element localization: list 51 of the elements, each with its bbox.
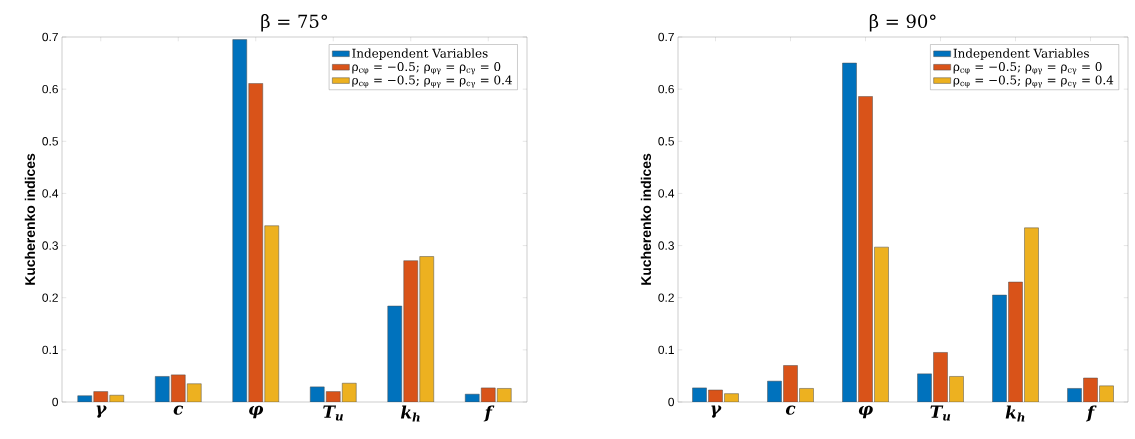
bar bbox=[419, 256, 434, 402]
x-tick-label: c bbox=[173, 405, 184, 415]
x-tick-label: T$_{u}$ bbox=[930, 405, 951, 421]
y-tick-label: 0.1 bbox=[42, 345, 58, 355]
bar bbox=[842, 62, 857, 402]
legend-label: ρ$_{cφ}$ = −0.5; ρ$_{φγ}$ = ρ$_{cγ}$ = 0.4 bbox=[953, 75, 1114, 88]
bar bbox=[874, 246, 889, 402]
y-tick-label: 0.4 bbox=[658, 189, 675, 198]
chart-title: β = 75° bbox=[261, 14, 328, 32]
y-tick-label: 0.3 bbox=[42, 241, 58, 250]
legend-label: ρ$_{cφ}$ = −0.5; ρ$_{φγ}$ = ρ$_{cγ}$ = 0 bbox=[953, 62, 1102, 75]
bar bbox=[858, 96, 873, 402]
x-tick-label: φ bbox=[858, 405, 873, 419]
y-axis-title: Kucherenko indices bbox=[24, 153, 36, 285]
y-tick-label: 0.2 bbox=[658, 293, 674, 302]
bar bbox=[992, 294, 1007, 402]
y-tick-label: 0.1 bbox=[658, 345, 674, 355]
legend-label: Independent Variables bbox=[953, 48, 1089, 61]
bar bbox=[1024, 227, 1039, 402]
y-tick-label: 0.7 bbox=[42, 32, 58, 42]
chart-title: β = 90° bbox=[869, 14, 936, 32]
legend-label: ρ$_{cφ}$ = −0.5; ρ$_{φγ}$ = ρ$_{cγ}$ = 0.4 bbox=[352, 75, 512, 88]
bar bbox=[264, 225, 279, 402]
x-tick-label: γ bbox=[96, 405, 107, 418]
bar bbox=[933, 352, 948, 402]
x-tick-label: φ bbox=[249, 405, 264, 419]
bar bbox=[232, 39, 247, 402]
bar bbox=[387, 305, 402, 402]
y-tick-label: 0.7 bbox=[658, 32, 674, 42]
y-tick-label: 0.5 bbox=[42, 137, 58, 146]
x-tick-label: k$_{h}$ bbox=[1005, 405, 1025, 422]
x-tick-label: k$_{h}$ bbox=[400, 405, 420, 422]
x-tick-label: f bbox=[1085, 405, 1097, 422]
y-axis-title: Kucherenko indices bbox=[640, 153, 652, 285]
legend-label: Independent Variables bbox=[352, 48, 488, 61]
y-tick-label: 0.6 bbox=[42, 84, 58, 94]
y-tick-label: 0.3 bbox=[658, 241, 674, 250]
y-tick-label: 0 bbox=[668, 397, 675, 407]
y-tick-label: 0.4 bbox=[42, 189, 59, 198]
y-tick-label: 0.6 bbox=[658, 84, 674, 94]
x-tick-label: γ bbox=[711, 405, 722, 418]
bar bbox=[403, 260, 418, 402]
y-tick-label: 0.5 bbox=[658, 137, 674, 146]
bar bbox=[1008, 281, 1023, 402]
x-tick-label: f bbox=[483, 405, 495, 422]
x-tick-label: T$_{u}$ bbox=[323, 405, 343, 421]
y-tick-label: 0.2 bbox=[42, 293, 58, 302]
legend-label: ρ$_{cφ}$ = −0.5; ρ$_{φγ}$ = ρ$_{cγ}$ = 0 bbox=[352, 62, 501, 75]
bar bbox=[248, 83, 263, 402]
x-tick-label: c bbox=[785, 405, 796, 415]
y-tick-label: 0 bbox=[52, 397, 59, 407]
